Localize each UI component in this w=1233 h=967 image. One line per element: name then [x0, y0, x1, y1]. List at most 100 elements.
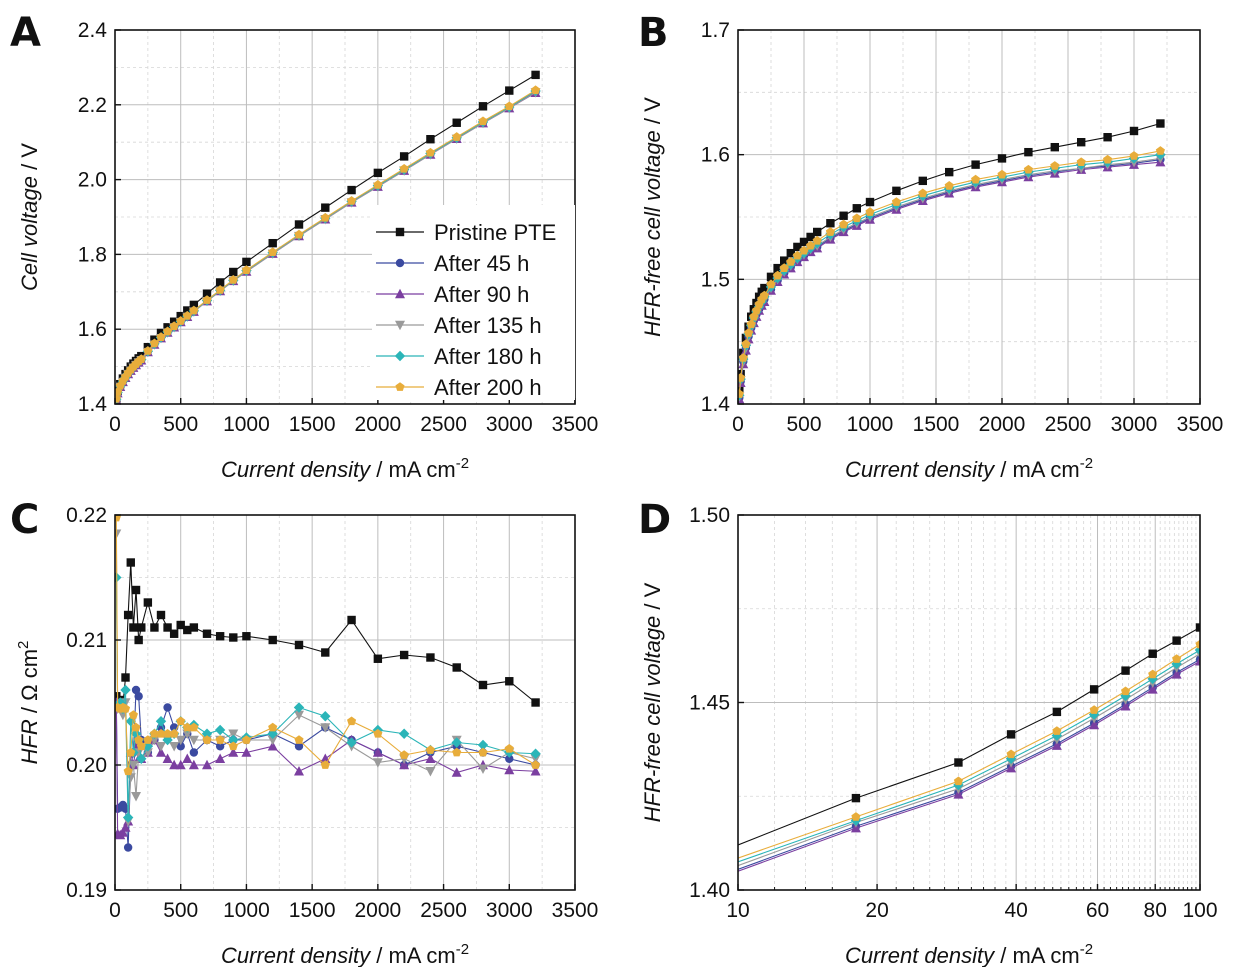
data-point — [451, 737, 462, 748]
data-point — [373, 180, 383, 189]
panel-c: 0 500 1000 1500 2000 2500 3000 3500 0.19 0.20 0.21… — [10, 497, 598, 967]
x-axis-title-sup: -2 — [456, 941, 469, 958]
y-axis-title-unit: / V — [640, 582, 665, 615]
y-tick-label: 1.50 — [689, 504, 730, 527]
x-tick-label: 10 — [726, 899, 749, 922]
data-point — [530, 766, 541, 776]
data-point — [163, 703, 172, 712]
data-point — [156, 728, 166, 738]
data-point — [1129, 151, 1139, 160]
data-point — [531, 70, 540, 80]
data-point — [294, 735, 304, 744]
data-point — [531, 698, 540, 707]
data-point — [1172, 636, 1181, 645]
data-point — [425, 147, 435, 157]
x-axis-title: Current density / mA cm-2 — [845, 455, 1093, 482]
data-point — [163, 326, 173, 336]
legend-marker — [395, 258, 405, 268]
data-point — [759, 290, 769, 300]
data-point — [347, 196, 357, 205]
data-point — [746, 319, 756, 329]
data-point — [149, 338, 159, 348]
x-tick-label: 60 — [1086, 899, 1109, 922]
data-point — [372, 758, 383, 768]
data-point — [215, 753, 226, 763]
x-tick-label: 20 — [865, 899, 888, 922]
data-point — [169, 728, 179, 738]
x-tick-label: 0 — [732, 413, 744, 436]
data-point — [176, 620, 185, 630]
data-point — [1051, 740, 1062, 750]
data-point — [143, 735, 153, 744]
data-point — [268, 722, 278, 732]
panel-letter: D — [638, 497, 671, 543]
x-axis-title-main: Current density — [221, 457, 372, 482]
data-point — [202, 289, 212, 298]
y-axis-title-main: HFR-free cell voltage — [640, 130, 665, 337]
series-line — [738, 627, 1200, 846]
data-point — [215, 735, 225, 744]
series-line — [115, 517, 536, 772]
panel-letter: C — [10, 497, 39, 543]
data-point — [971, 160, 980, 169]
data-point — [189, 300, 199, 310]
data-point — [766, 272, 776, 282]
data-point — [189, 722, 199, 732]
data-point — [156, 610, 166, 620]
x-axis-title-unit: / mA cm — [370, 943, 456, 967]
data-point — [1172, 654, 1182, 663]
data-point — [531, 760, 541, 769]
data-point — [891, 197, 901, 206]
x-tick-label: 2000 — [979, 413, 1026, 436]
y-axis-title-unit: / Ω cm — [17, 649, 42, 719]
data-point — [169, 742, 180, 752]
data-point — [1155, 146, 1165, 155]
data-point — [452, 132, 462, 141]
x-axis-title-main: Current density — [221, 943, 372, 967]
data-point — [123, 766, 133, 776]
data-point — [373, 654, 383, 663]
data-point — [399, 759, 410, 770]
data-point — [997, 169, 1007, 179]
data-point — [115, 515, 121, 522]
data-point — [773, 263, 782, 273]
data-point — [505, 86, 514, 95]
data-point — [215, 742, 225, 751]
series-line — [738, 660, 1200, 872]
data-point — [294, 742, 304, 751]
data-point — [477, 739, 489, 751]
data-point — [851, 812, 861, 821]
data-point — [852, 204, 861, 213]
x-tick-label: 80 — [1144, 899, 1167, 922]
panel-a: 0 500 1000 1500 2000 2500 3000 3500 1.4 1.6 1.8 2.0… — [10, 10, 598, 482]
data-point — [229, 633, 238, 642]
series-line — [738, 643, 1200, 859]
data-point — [320, 723, 331, 733]
y-tick-label: 1.8 — [78, 243, 107, 266]
data-point — [175, 759, 186, 770]
legend-marker — [395, 288, 405, 299]
data-point — [865, 207, 875, 216]
panel-b: 0 500 1000 1500 2000 2500 3000 3500 1.4 1.5 1.6 1.7… — [638, 10, 1223, 482]
data-point — [202, 629, 212, 638]
y-tick-label: 1.4 — [78, 393, 108, 416]
data-point — [182, 729, 193, 739]
y-axis-title: Cell voltage / V — [17, 143, 42, 291]
data-point — [241, 747, 252, 757]
data-point — [971, 174, 981, 184]
legend-label: Pristine PTE — [434, 220, 556, 245]
data-point — [123, 843, 133, 852]
data-point — [399, 650, 409, 660]
panel-d: 10 20 40 60 80 100 1.40 1.45 1.50 Current density… — [638, 497, 1218, 967]
legend-label: After 90 h — [434, 282, 529, 307]
x-tick-label: 3500 — [1177, 413, 1224, 436]
panel-letter: B — [638, 10, 669, 56]
data-point — [156, 742, 166, 752]
legend-item: After 135 h — [376, 313, 542, 338]
x-tick-label: 0 — [109, 413, 121, 436]
series-line — [738, 658, 1200, 870]
x-tick-label: 500 — [163, 899, 198, 922]
x-tick-label: 1500 — [913, 413, 960, 436]
panel-letter: A — [10, 10, 41, 56]
data-point — [183, 306, 192, 315]
